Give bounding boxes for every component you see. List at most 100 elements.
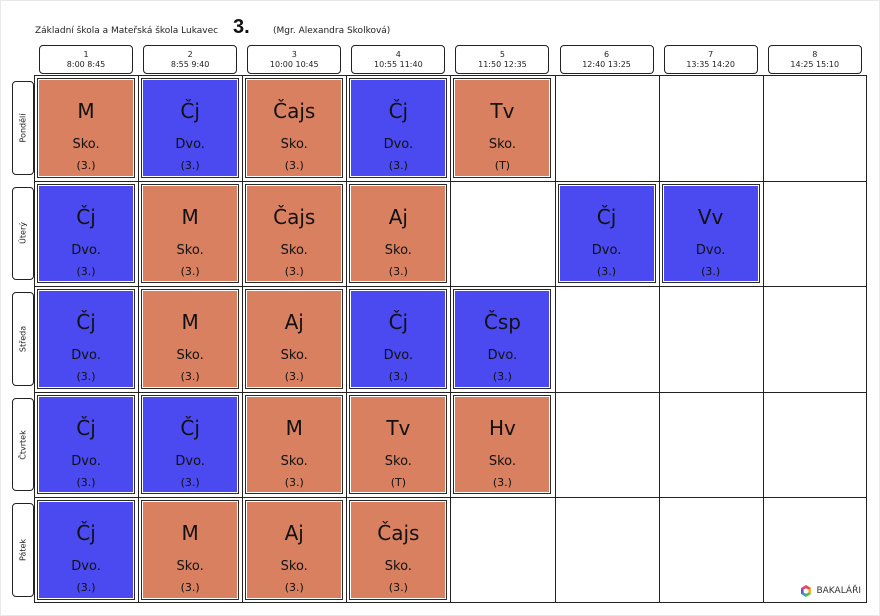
lesson-room: (3.)	[180, 264, 200, 278]
lesson-subject: Čajs	[273, 99, 316, 123]
lesson-subject: Tv	[386, 415, 411, 440]
lesson-subject: Čj	[596, 204, 617, 229]
lesson-cell[interactable]: Čj Dvo. (3.)	[37, 183, 136, 284]
lesson-cell[interactable]: Čj Dvo. (3.)	[37, 394, 136, 495]
day-name: Pondělí	[18, 113, 28, 143]
lesson-room: (3.)	[76, 475, 96, 489]
period-number: 8	[812, 50, 818, 59]
lesson-room: (3.)	[180, 581, 200, 595]
period-number: 4	[395, 50, 401, 59]
lesson-teacher: Sko.	[280, 348, 308, 364]
class-teacher: (Mgr. Alexandra Skolková)	[273, 26, 391, 36]
period-time: 14:25 15:10	[790, 60, 840, 69]
bakalari-logo-icon	[801, 585, 812, 597]
lesson-room: (3.)	[388, 264, 408, 278]
period-time: 8:00 8:45	[66, 60, 106, 69]
lesson-subject: Čajs	[273, 204, 316, 229]
day-name: Úterý	[18, 222, 28, 245]
lesson-subject: Čj	[180, 99, 200, 123]
lesson-cell[interactable]: Čj Dvo. (3.)	[349, 289, 448, 389]
period-time: 10:00 10:45	[269, 60, 319, 69]
day-name: Středa	[18, 325, 28, 353]
lesson-teacher: Sko.	[488, 453, 517, 469]
grid-divider	[35, 497, 866, 499]
lesson-cell[interactable]: Čj Dvo. (3.)	[349, 78, 448, 178]
lesson-teacher: Sko.	[280, 242, 308, 258]
lesson-teacher: Sko.	[72, 137, 100, 152]
lesson-cell[interactable]: M Sko. (3.)	[141, 183, 240, 284]
lesson-cell[interactable]: Čj Dvo. (3.)	[37, 289, 136, 389]
lesson-teacher: Sko.	[280, 453, 308, 469]
lesson-subject: Aj	[284, 310, 304, 335]
grid-divider	[658, 76, 660, 602]
lesson-subject: Čj	[76, 415, 96, 440]
period-header-3: 3 10:00 10:45	[247, 45, 342, 74]
lesson-teacher: Sko.	[280, 559, 308, 575]
lesson-cell[interactable]: Čajs Sko. (3.)	[245, 78, 344, 178]
lesson-subject: M	[285, 415, 303, 440]
lesson-subject: M	[181, 204, 199, 229]
bakalari-logo: BAKALÁŘI	[800, 585, 861, 597]
grid-divider	[762, 76, 764, 602]
lesson-cell[interactable]: M Sko. (3.)	[245, 394, 344, 495]
lesson-cell[interactable]: M Sko. (3.)	[141, 289, 240, 389]
period-header-5: 5 11:50 12:35	[455, 45, 550, 74]
grid-divider	[35, 391, 866, 393]
lesson-subject: Čj	[388, 99, 409, 123]
period-header-7: 7 13:35 14:20	[663, 45, 758, 74]
lesson-teacher: Dvo.	[71, 242, 101, 258]
lesson-room: (3.)	[284, 475, 304, 489]
lesson-cell[interactable]: Čajs Sko. (3.)	[349, 500, 448, 600]
lesson-cell[interactable]: M Sko. (3.)	[141, 500, 240, 600]
lesson-subject: Vv	[697, 204, 724, 229]
lesson-teacher: Dvo.	[487, 348, 518, 364]
lesson-cell[interactable]: Čajs Sko. (3.)	[245, 183, 344, 284]
lesson-teacher: Sko.	[384, 242, 412, 258]
grid-divider	[35, 180, 866, 182]
lesson-subject: Čsp	[483, 310, 521, 335]
lesson-cell[interactable]: Čsp Dvo. (3.)	[453, 289, 552, 389]
period-header-4: 4 10:55 11:40	[351, 45, 446, 74]
lesson-cell[interactable]: Vv Dvo. (3.)	[661, 183, 760, 284]
lesson-subject: M	[77, 99, 95, 123]
period-time: 12:40 13:25	[582, 60, 631, 69]
timetable-grid: M Sko. (3.) Čj Dvo. (3.) Čajs Sko. (3.) Čj Dvo. (3.…	[34, 75, 867, 603]
lesson-cell[interactable]: M Sko. (3.)	[37, 78, 136, 178]
lesson-teacher: Dvo.	[175, 453, 205, 469]
lesson-cell[interactable]: Aj Sko. (3.)	[349, 183, 448, 284]
lesson-cell[interactable]: Čj Dvo. (3.)	[557, 183, 656, 284]
day-name: Pátek	[18, 539, 28, 562]
lesson-teacher: Dvo.	[71, 559, 101, 575]
school-name: Základní škola a Mateřská škola Lukavec	[35, 26, 219, 36]
period-header-2: 2 8:55 9:40	[143, 45, 238, 74]
grid-divider	[35, 286, 866, 288]
lesson-cell[interactable]: Čj Dvo. (3.)	[141, 78, 240, 178]
lesson-cell[interactable]: Aj Sko. (3.)	[245, 289, 344, 389]
lesson-subject: Hv	[489, 415, 516, 440]
grid-divider	[346, 76, 348, 602]
lesson-cell[interactable]: Aj Sko. (3.)	[245, 500, 344, 600]
lesson-teacher: Dvo.	[383, 137, 414, 152]
lesson-cell[interactable]: Tv Sko. (T)	[453, 78, 552, 178]
lesson-teacher: Sko.	[176, 348, 204, 364]
day-label-3: Středa	[12, 292, 34, 386]
grid-divider	[450, 76, 452, 602]
day-name: Čtvrtek	[18, 429, 28, 460]
lesson-cell[interactable]: Čj Dvo. (3.)	[141, 394, 240, 495]
lesson-teacher: Sko.	[176, 559, 204, 575]
lesson-cell[interactable]: Čj Dvo. (3.)	[37, 500, 136, 600]
day-label-1: Pondělí	[12, 81, 34, 175]
lesson-cell[interactable]: Hv Sko. (3.)	[453, 394, 552, 495]
lesson-room: (3.)	[180, 475, 200, 489]
class-name: 3.	[233, 16, 250, 38]
lesson-cell[interactable]: Tv Sko. (T)	[349, 394, 448, 495]
lesson-room: (3.)	[180, 159, 200, 172]
grid-divider	[138, 76, 140, 602]
lesson-teacher: Sko.	[488, 137, 517, 152]
lesson-teacher: Sko.	[384, 453, 412, 469]
logo-text: BAKALÁŘI	[816, 586, 861, 596]
lesson-teacher: Dvo.	[71, 348, 101, 364]
lesson-teacher: Dvo.	[383, 348, 414, 364]
lesson-room: (3.)	[76, 581, 96, 595]
